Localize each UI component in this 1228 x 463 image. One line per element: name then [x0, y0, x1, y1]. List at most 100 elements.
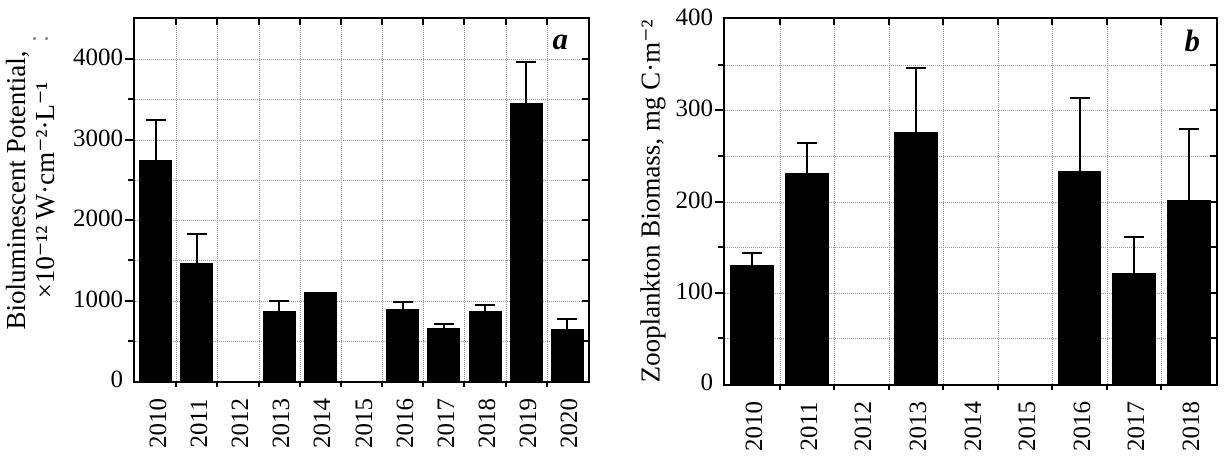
x-top-tick	[504, 19, 507, 25]
x-top-tick	[298, 19, 301, 25]
y-tick-label: 2000	[73, 205, 123, 233]
scan-artifact-dot	[33, 37, 36, 40]
x-top-tick	[1105, 19, 1108, 25]
panel-label-a: a	[552, 21, 569, 56]
x-top-tick	[887, 19, 890, 25]
bar-2018	[1166, 199, 1211, 384]
x-bottom-tick	[1105, 386, 1108, 390]
v-gridline	[340, 19, 342, 381]
v-gridline	[382, 19, 384, 381]
x-tick-label-2014: 2014	[309, 398, 337, 448]
error-cap-2017	[433, 323, 454, 326]
x-tick-label-2017: 2017	[1123, 401, 1151, 451]
x-tick-label-2016: 2016	[1068, 401, 1096, 451]
error-bar-2017	[1133, 237, 1136, 273]
h-gridline	[135, 300, 588, 302]
v-gridline	[423, 19, 425, 381]
x-top-tick	[422, 19, 425, 25]
y-minor-tick	[718, 154, 723, 157]
error-bar-2017	[442, 324, 445, 329]
v-gridline	[464, 19, 466, 381]
h-gridline	[135, 99, 588, 101]
error-bar-2011	[805, 143, 808, 174]
x-bottom-tick	[504, 383, 507, 387]
h-gridline	[725, 155, 1216, 157]
x-tick-label-2013: 2013	[904, 401, 932, 451]
x-tick-label-2014: 2014	[959, 401, 987, 451]
y-tick-label: 0	[110, 366, 124, 393]
x-top-tick	[175, 19, 178, 25]
x-bottom-tick	[422, 383, 425, 387]
bar-2018	[468, 311, 502, 381]
error-cap-2018	[475, 303, 496, 306]
y-right-tick	[582, 58, 588, 61]
y-minor-tick	[718, 63, 723, 66]
x-bottom-tick	[216, 383, 219, 387]
y-major-tick	[125, 58, 133, 61]
scan-artifact-dot	[45, 37, 48, 40]
h-gridline	[725, 64, 1216, 66]
bar-2011	[785, 173, 829, 384]
bar-2017	[1112, 272, 1156, 384]
plot-area-panel-b: b 0 100 200 300 400 2010 2011 2012 2013 2014 2015 2…	[676, 5, 1218, 451]
x-top-tick	[833, 19, 836, 25]
x-bottom-tick	[1051, 386, 1054, 390]
error-cap-2017	[1124, 236, 1145, 239]
h-gridline	[135, 139, 588, 141]
x-bottom-tick	[298, 383, 301, 387]
error-cap-2016	[1069, 97, 1090, 100]
y-minor-tick	[128, 178, 133, 181]
x-tick-label-2018: 2018	[474, 398, 502, 448]
v-gridline	[943, 19, 945, 384]
v-gridline	[888, 19, 890, 384]
v-gridline	[505, 19, 507, 381]
v-gridline	[258, 19, 260, 381]
error-bar-2011	[195, 233, 198, 263]
x-tick-label-2015: 2015	[1014, 401, 1042, 451]
x-tick-label-2010: 2010	[741, 401, 769, 451]
y-right-tick	[1210, 246, 1216, 249]
y-major-tick	[125, 219, 133, 222]
y-right-tick	[1210, 337, 1216, 340]
bar-2020	[550, 329, 584, 381]
y-right-tick	[582, 299, 588, 302]
y-tick-label: 200	[675, 186, 714, 214]
error-bar-2010	[154, 119, 157, 160]
x-tick-label-2010: 2010	[144, 398, 172, 448]
y-right-tick	[1210, 200, 1216, 203]
error-cap-2011	[186, 232, 207, 235]
x-bottom-tick	[1160, 386, 1163, 390]
x-tick-label-2013: 2013	[268, 398, 296, 448]
x-top-tick	[339, 19, 342, 25]
y-right-tick	[1210, 63, 1216, 66]
y-major-tick	[125, 299, 133, 302]
bar-2013	[894, 132, 938, 384]
x-bottom-tick	[942, 386, 945, 390]
y-minor-tick	[128, 98, 133, 101]
x-bottom-tick	[175, 383, 178, 387]
y-right-tick	[582, 138, 588, 141]
bar-2010	[730, 265, 775, 384]
x-bottom-tick	[257, 383, 260, 387]
x-top-tick	[942, 19, 945, 25]
y-right-tick	[1210, 109, 1216, 112]
y-major-tick	[715, 109, 723, 112]
h-gridline	[135, 179, 588, 181]
h-gridline	[135, 59, 588, 61]
x-top-tick	[463, 19, 466, 25]
error-cap-2010	[742, 251, 763, 254]
error-cap-2019	[516, 61, 537, 64]
v-gridline	[299, 19, 301, 381]
y-right-tick	[1210, 154, 1216, 157]
x-top-tick	[257, 19, 260, 25]
x-tick-label-2011: 2011	[795, 401, 823, 451]
v-gridline	[176, 19, 178, 381]
h-gridline	[725, 247, 1216, 249]
x-tick-label-2016: 2016	[391, 398, 419, 448]
error-bar-2013	[914, 68, 917, 133]
x-bottom-tick	[339, 383, 342, 387]
error-cap-2020	[557, 317, 578, 320]
y-right-tick	[582, 339, 588, 342]
y-right-tick	[1210, 291, 1216, 294]
error-cap-2016	[392, 300, 413, 303]
